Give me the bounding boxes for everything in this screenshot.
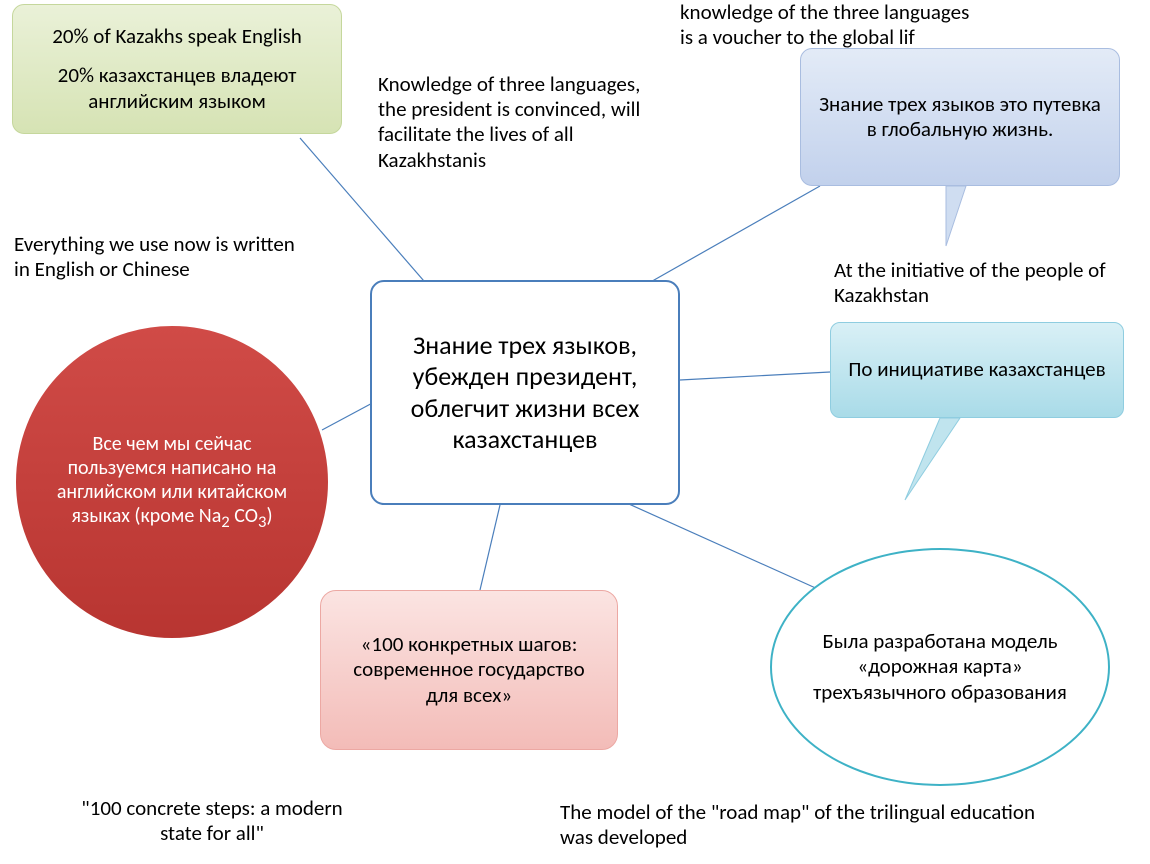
central-node-text: Знание трех языков, убежден президент, о… bbox=[386, 330, 664, 455]
node-20-percent-ru: 20% казахстанцев владеют английским язык… bbox=[27, 63, 327, 113]
node-english-chinese: Все чем мы сейчас пользуемся написано на… bbox=[14, 324, 330, 640]
node-roadmap-label-en: The model of the "road map" of the trili… bbox=[560, 800, 1040, 850]
central-node-label-en: Knowledge of three languages, the presid… bbox=[378, 72, 648, 173]
node-20-percent-en: 20% of Kazakhs speak English bbox=[27, 24, 327, 49]
node-voucher-ru: Знание трех языков это путевка в глобаль… bbox=[815, 92, 1105, 142]
node-100-steps: «100 конкретных шагов: современное госуд… bbox=[320, 590, 618, 750]
node-voucher-label-en: knowledge of the three languages is a vo… bbox=[680, 0, 980, 50]
node-english-chinese-label-en: Everything we use now is written in Engl… bbox=[14, 232, 314, 282]
node-roadmap-ru: Была разработана модель «дорожная карта»… bbox=[806, 629, 1074, 705]
node-roadmap: Была разработана модель «дорожная карта»… bbox=[770, 548, 1110, 786]
node-100-steps-label-en: "100 concrete steps: a modern state for … bbox=[72, 796, 352, 846]
node-initiative-ru: По инициативе казахстанцев bbox=[848, 357, 1105, 382]
node-voucher: Знание трех языков это путевка в глобаль… bbox=[800, 48, 1120, 186]
diagram-stage: Знание трех языков, убежден президент, о… bbox=[0, 0, 1150, 864]
node-initiative-label-en: At the initiative of the people of Kazak… bbox=[834, 258, 1124, 308]
node-20-percent: 20% of Kazakhs speak English 20% казахст… bbox=[12, 4, 342, 134]
node-initiative: По инициативе казахстанцев bbox=[830, 322, 1124, 418]
node-100-steps-ru: «100 конкретных шагов: современное госуд… bbox=[335, 632, 603, 708]
central-node: Знание трех языков, убежден президент, о… bbox=[370, 280, 680, 505]
node-english-chinese-ru: Все чем мы сейчас пользуемся написано на… bbox=[44, 432, 300, 532]
